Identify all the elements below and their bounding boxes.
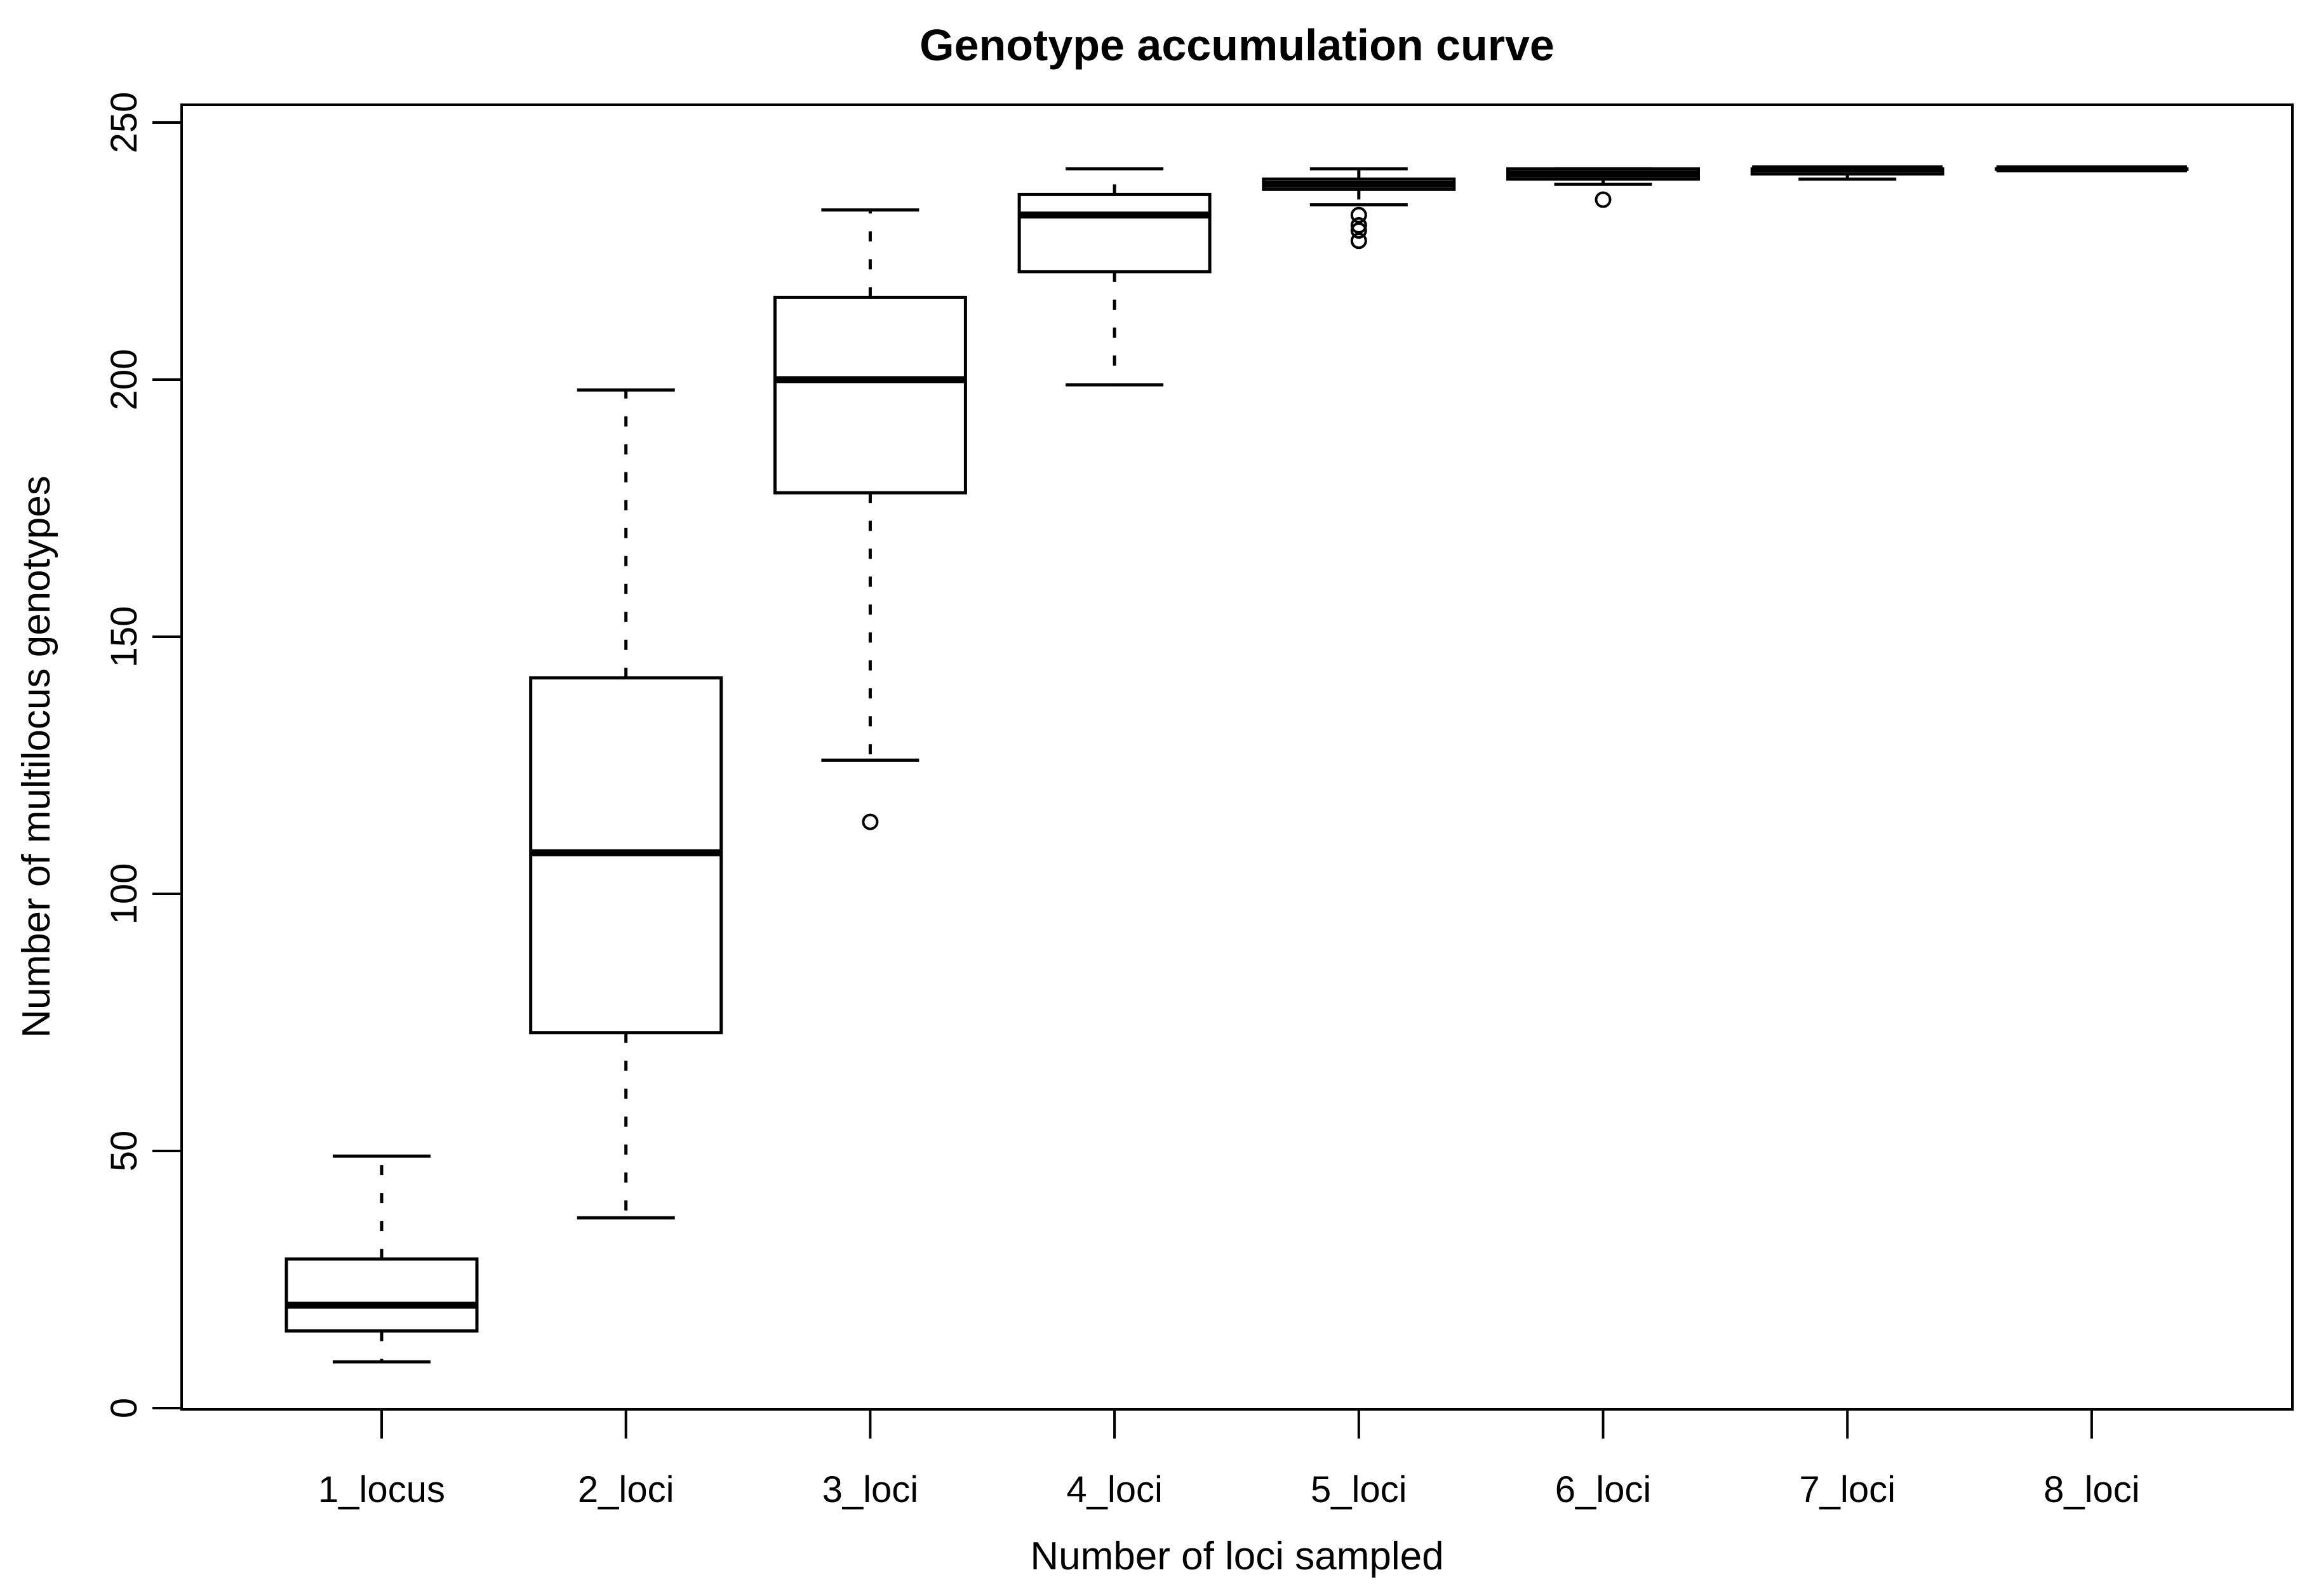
x-axis-category-label: 1_locus [318, 1469, 445, 1510]
y-axis-tick-label: 250 [104, 92, 145, 154]
boxplot-5_loci [1262, 167, 1456, 249]
boxplot-7_loci [1750, 165, 1944, 181]
x-axis-category-label: 4_loci [1066, 1469, 1163, 1510]
iqr-box [284, 1257, 479, 1333]
outlier-point [1595, 191, 1612, 208]
x-axis-category-label: 5_loci [1311, 1469, 1407, 1510]
outlier-point [1350, 217, 1367, 234]
iqr-box [1017, 192, 1212, 274]
y-axis-tick-label: 200 [104, 349, 145, 411]
iqr-box [773, 295, 967, 495]
outlier-point [1350, 232, 1367, 249]
y-axis-title: Number of multilocus genotypes [15, 475, 58, 1038]
x-axis-category-label: 8_loci [2043, 1469, 2140, 1510]
x-axis-category-label: 7_loci [1799, 1469, 1896, 1510]
x-axis-category-label: 3_loci [822, 1469, 919, 1510]
y-axis-tick-label: 0 [104, 1398, 145, 1418]
boxplot-8_loci [1995, 165, 2189, 173]
boxplot-3_loci [773, 208, 967, 830]
plot-frame [180, 103, 2294, 1411]
boxplot-4_loci [1017, 167, 1212, 387]
boxplot-2_loci [529, 388, 723, 1220]
outlier-point [1350, 222, 1367, 239]
y-axis-tick-label: 50 [104, 1131, 145, 1172]
outlier-point [862, 813, 879, 830]
boxplot-1_locus [284, 1154, 479, 1364]
x-axis-category-label: 2_loci [578, 1469, 674, 1510]
x-axis-title: Number of loci sampled [1030, 1534, 1443, 1578]
y-axis-tick-label: 100 [104, 863, 145, 925]
outlier-point [1350, 206, 1367, 223]
chart-title: Genotype accumulation curve [920, 20, 1555, 70]
x-axis-category-label: 6_loci [1555, 1469, 1652, 1510]
y-axis-tick-label: 150 [104, 606, 145, 668]
boxplot-series [284, 165, 2189, 1364]
y-axis: 0 50 100 150 200 250 [104, 92, 182, 1418]
x-axis: 1_locus 2_loci 3_loci 4_loci 5_loci 6_loci 7_l… [318, 1409, 2140, 1510]
boxplot-6_loci [1506, 167, 1700, 208]
